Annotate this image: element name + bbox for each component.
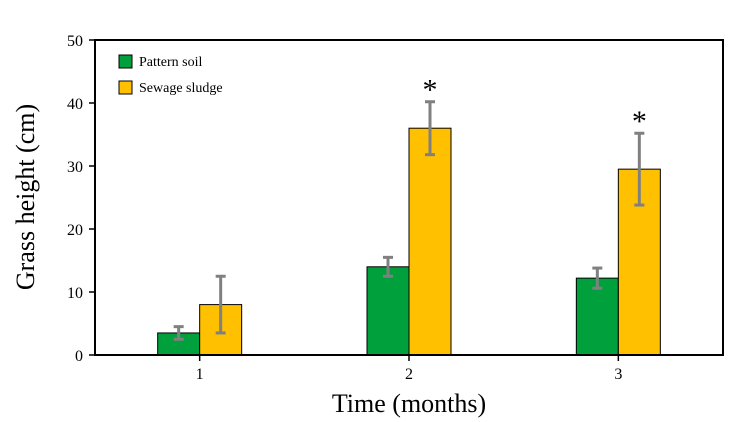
bar-pattern-soil-month-2 [366, 266, 410, 356]
x-axis-label: Time (months) [332, 389, 486, 418]
y-tick-label-50: 50 [67, 33, 83, 50]
legend: Pattern soil Sewage sludge [118, 54, 223, 96]
x-tick-label-3: 3 [614, 366, 622, 383]
plot-frame [94, 39, 724, 356]
error-bar-sewage-sludge-month-2 [425, 100, 435, 157]
error-bar-pattern-soil-month-2 [383, 255, 393, 278]
y-tick-label-10: 10 [67, 285, 83, 302]
error-bar-sewage-sludge-month-1 [215, 274, 226, 335]
significance-marker-month-3: * [632, 105, 647, 138]
y-tick-label-30: 30 [67, 159, 83, 176]
error-bars-layer [173, 100, 645, 341]
y-tick-label-20: 20 [67, 222, 83, 239]
y-axis-label: Grass height (cm) [11, 104, 40, 290]
x-tick-label-1: 1 [196, 366, 204, 383]
error-bar-pattern-soil-month-3 [592, 266, 603, 290]
bar-sewage-sludge-month-2 [408, 127, 452, 356]
y-tick-label-40: 40 [67, 96, 83, 113]
y-tick-label-0: 0 [75, 348, 83, 365]
significance-layer: ** [423, 74, 647, 139]
x-tick-label-2: 2 [405, 366, 413, 383]
legend-label-pattern-soil: Pattern soil [139, 55, 202, 70]
legend-swatch-pattern-soil [118, 54, 133, 69]
legend-swatch-sewage-sludge [118, 80, 133, 95]
error-bar-pattern-soil-month-1 [173, 325, 184, 341]
significance-marker-month-2: * [423, 74, 438, 107]
legend-label-sewage-sludge: Sewage sludge [139, 81, 223, 96]
bars-layer [157, 127, 661, 356]
error-bar-sewage-sludge-month-3 [634, 131, 645, 207]
